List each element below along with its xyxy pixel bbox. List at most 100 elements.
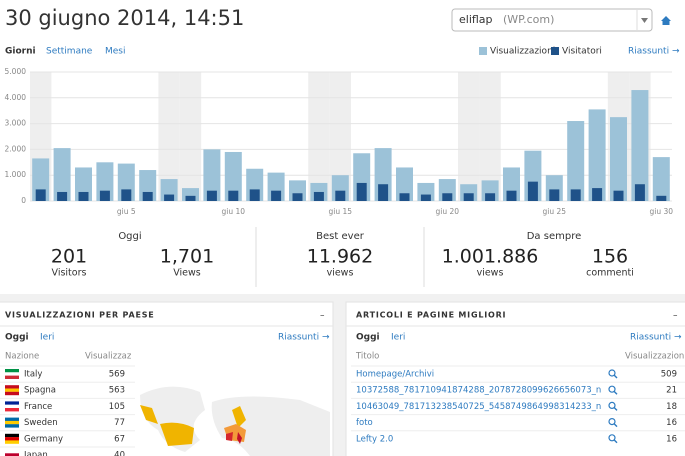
magnifier-icon[interactable] <box>608 369 616 377</box>
stat-value: 1,701 <box>160 246 214 268</box>
stat-value: 1.001.886 <box>442 246 539 268</box>
weekend-band <box>458 72 480 201</box>
y-tick-label: 1.000 <box>5 170 27 179</box>
x-tick-label: giu 10 <box>222 207 246 216</box>
site-name: eliflap <box>459 13 493 26</box>
bar <box>378 184 389 201</box>
stat-title: Da sempre <box>527 231 582 242</box>
panel-title: ARTICOLI E PAGINE MIGLIORI <box>356 311 506 320</box>
row-name[interactable]: foto <box>356 418 373 428</box>
magnifier-handle <box>613 390 618 395</box>
weekend-band <box>179 72 202 201</box>
x-tick-label: giu 20 <box>436 207 460 216</box>
bar <box>292 193 303 201</box>
row-name: Italy <box>24 370 42 380</box>
bar <box>442 193 453 201</box>
bar <box>35 189 46 201</box>
y-tick-label: 4.000 <box>5 93 27 102</box>
y-tick-label: 0 <box>21 196 26 205</box>
legend-swatch <box>551 47 559 55</box>
row-name[interactable]: 10463049_781713238540725_545874986499831… <box>356 402 601 412</box>
collapse-icon[interactable]: – <box>320 311 325 321</box>
row-name[interactable]: Lefty 2.0 <box>356 434 393 444</box>
row-name: Spagna <box>24 386 56 396</box>
world-map <box>140 386 330 456</box>
x-tick-label: giu 15 <box>329 207 353 216</box>
row-value: 563 <box>109 386 125 396</box>
row-name[interactable]: 10372588_781710941874288_207872809962665… <box>356 386 601 396</box>
bar <box>57 191 68 201</box>
summary-link[interactable]: Riassunti → <box>278 333 330 343</box>
magnifier-icon[interactable] <box>608 434 616 442</box>
bar <box>656 195 667 201</box>
bar <box>142 191 153 201</box>
flag <box>5 420 19 425</box>
y-tick-label: 3.000 <box>5 119 27 128</box>
magnifier-icon[interactable] <box>608 418 616 426</box>
period-tab[interactable]: Settimane <box>46 47 93 57</box>
collapse-icon[interactable]: – <box>673 311 678 321</box>
magnifier-handle <box>613 439 618 444</box>
panel-title: VISUALIZZAZIONI PER PAESE <box>5 311 155 320</box>
x-tick-label: giu 25 <box>543 207 567 216</box>
flag <box>5 372 19 376</box>
weekend-band <box>308 72 330 201</box>
legend-label[interactable]: Visitatori <box>562 47 602 57</box>
row-value: 16 <box>666 434 677 444</box>
magnifier-handle <box>613 423 618 428</box>
row-name: France <box>24 402 52 412</box>
bar <box>78 191 89 201</box>
bar <box>356 182 367 201</box>
flag <box>5 388 19 392</box>
row-name[interactable]: Homepage/Archivi <box>356 370 434 380</box>
summary-link[interactable]: Riassunti → <box>630 333 682 343</box>
bar <box>271 190 282 201</box>
summary-link[interactable]: Riassunti → <box>628 47 680 57</box>
row-name: Japan <box>23 451 48 456</box>
stat-label: Visitors <box>52 268 87 279</box>
select-arrow <box>641 18 648 23</box>
row-value: 569 <box>109 370 125 380</box>
bar <box>228 190 239 201</box>
flag <box>5 404 19 409</box>
magnifier-icon[interactable] <box>608 385 616 393</box>
panel-tab[interactable]: Ieri <box>40 333 54 343</box>
y-tick-label: 2.000 <box>5 144 27 153</box>
bar <box>485 193 496 201</box>
site-note: (WP.com) <box>503 13 554 26</box>
magnifier-icon[interactable] <box>608 401 616 409</box>
panel-tab[interactable]: Ieri <box>391 333 405 343</box>
flag <box>5 417 19 421</box>
site-select[interactable] <box>451 8 653 32</box>
weekend-band <box>329 72 351 201</box>
stat-value: 156 <box>592 246 628 268</box>
bar <box>121 189 132 201</box>
row-value: 509 <box>661 370 677 380</box>
stat-value: 11.962 <box>307 246 373 268</box>
period-tab[interactable]: Mesi <box>105 47 126 57</box>
bar <box>527 181 538 201</box>
y-tick-label: 5.000 <box>5 67 27 76</box>
bar <box>313 191 324 201</box>
page-title: 30 giugno 2014, 14:51 <box>5 6 244 30</box>
bar <box>634 184 645 201</box>
stat-label: views <box>327 268 354 279</box>
row-name: Germany <box>24 434 63 444</box>
stat-value: 201 <box>51 246 87 268</box>
bar <box>335 190 346 201</box>
panel-tab[interactable]: Oggi <box>5 333 29 343</box>
bar <box>164 194 175 201</box>
flag <box>5 408 19 412</box>
legend-swatch <box>479 47 487 55</box>
column-header: Nazione <box>5 352 39 362</box>
stat-label: Views <box>173 268 201 279</box>
home-icon[interactable] <box>661 16 671 25</box>
row-value: 16 <box>666 418 677 428</box>
stat-label: commenti <box>586 268 634 279</box>
flag <box>5 437 19 441</box>
flag <box>5 433 19 438</box>
flag <box>5 453 19 456</box>
period-tab[interactable]: Giorni <box>5 47 36 57</box>
legend-label[interactable]: Visualizzazioni <box>490 47 555 57</box>
panel-tab[interactable]: Oggi <box>356 333 380 343</box>
